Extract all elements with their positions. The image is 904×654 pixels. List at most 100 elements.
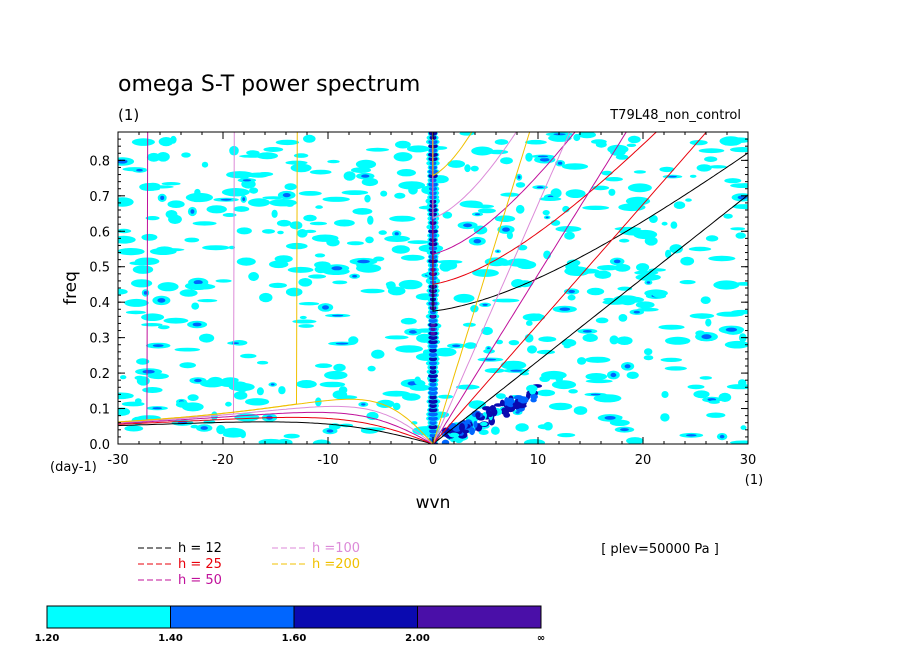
contour-blob — [190, 424, 199, 429]
contour-blob — [635, 301, 655, 309]
contour-blob — [355, 159, 377, 169]
x-tick-label: 10 — [530, 453, 547, 468]
contour-blob — [371, 349, 385, 359]
contour-blob — [199, 333, 215, 343]
contour-blob — [482, 303, 488, 306]
contour-blob — [262, 196, 285, 200]
contour-blob — [118, 235, 136, 244]
contour-blob — [131, 279, 153, 288]
contour-blob — [322, 196, 350, 202]
contour-blob — [136, 358, 150, 365]
contour-blob — [443, 261, 458, 270]
contour-blob — [248, 272, 259, 281]
contour-blob — [561, 339, 577, 347]
contour-blob — [202, 245, 230, 251]
contour-blob — [468, 400, 486, 409]
contour-blob — [233, 206, 250, 212]
contour-blob — [185, 192, 213, 203]
contour-blob — [376, 399, 395, 408]
contour-blob — [290, 163, 312, 173]
y-tick-label: 0.0 — [89, 438, 110, 453]
contour-blob — [478, 429, 489, 436]
contour-blob — [394, 232, 399, 236]
contour-blob — [222, 431, 245, 438]
contour-blob — [595, 141, 607, 148]
contour-blob — [491, 426, 500, 435]
contour-blob — [633, 310, 640, 314]
contour-blob — [434, 347, 457, 357]
contour-blob — [222, 213, 237, 217]
contour-blob — [619, 238, 630, 243]
x-tick-label: -10 — [317, 453, 338, 468]
contour-blob — [201, 161, 209, 168]
contour-blob — [737, 195, 748, 200]
contour-blob — [708, 400, 720, 404]
contour-blob — [500, 360, 527, 370]
contour-blob — [700, 296, 711, 305]
contour-blob — [738, 379, 747, 387]
contour-blob — [157, 282, 179, 292]
contour-blob — [299, 315, 307, 320]
legend-label: h =200 — [312, 557, 360, 572]
legend-label: h = 12 — [178, 541, 222, 556]
colorbar-label: ∞ — [537, 633, 545, 644]
contour-blob — [453, 293, 475, 303]
contour-blob — [322, 305, 329, 310]
contour-blob — [627, 135, 641, 144]
contour-blob — [145, 216, 160, 221]
contour-blob — [194, 378, 202, 383]
contour-blob — [627, 183, 652, 193]
contour-blob — [395, 140, 411, 149]
contour-blob — [536, 349, 556, 355]
contour-blob — [661, 391, 669, 398]
contour-blob — [357, 259, 370, 264]
contour-blob — [515, 411, 520, 414]
contour-blob — [429, 433, 437, 438]
contour-blob — [263, 147, 284, 152]
contour-blob — [311, 234, 339, 242]
dispersion-curves — [118, 132, 748, 444]
contour-blob — [240, 353, 257, 359]
contour-blob — [568, 289, 575, 294]
contour-blob — [693, 390, 710, 399]
contour-blob — [494, 403, 503, 407]
dispersion-curve — [432, 194, 748, 444]
y-tick-label: 0.4 — [89, 296, 110, 311]
colorbar-label: 1.60 — [282, 633, 307, 644]
y-axis-label: freq — [61, 271, 81, 305]
contour-blob — [585, 373, 608, 381]
contour-blob — [680, 256, 695, 266]
contour-blob — [725, 327, 738, 332]
contour-blob — [256, 387, 264, 396]
contour-blob — [361, 403, 366, 406]
contour-blob — [334, 219, 355, 227]
contour-blob — [331, 266, 343, 271]
contour-blob — [716, 311, 744, 317]
contour-blob — [387, 286, 406, 296]
contour-blob — [428, 339, 438, 345]
contour-blob — [191, 302, 200, 310]
contour-blob — [174, 347, 201, 352]
contour-blob — [698, 148, 725, 154]
contour-blob — [179, 289, 198, 297]
y-tick-label: 0.8 — [89, 154, 110, 169]
contour-blob — [239, 174, 249, 180]
contour-blob — [527, 345, 537, 354]
contour-blob — [391, 245, 410, 254]
contour-blob — [190, 209, 195, 214]
contour-blob — [605, 177, 623, 182]
contour-blob — [643, 355, 654, 361]
contour-blob — [515, 204, 525, 214]
contour-blob — [503, 412, 511, 418]
colorbar-label: 2.00 — [405, 633, 430, 644]
contour-blob — [429, 428, 437, 434]
contour-blob — [218, 379, 238, 388]
contour-blob — [192, 221, 217, 226]
dispersion-curve — [432, 132, 627, 444]
contour-blob — [585, 379, 613, 384]
contour-blob — [351, 167, 371, 174]
contour-blob — [557, 433, 576, 438]
contour-blob — [696, 164, 712, 172]
contour-blob — [555, 226, 582, 232]
colorbar-swatch — [46, 605, 171, 629]
